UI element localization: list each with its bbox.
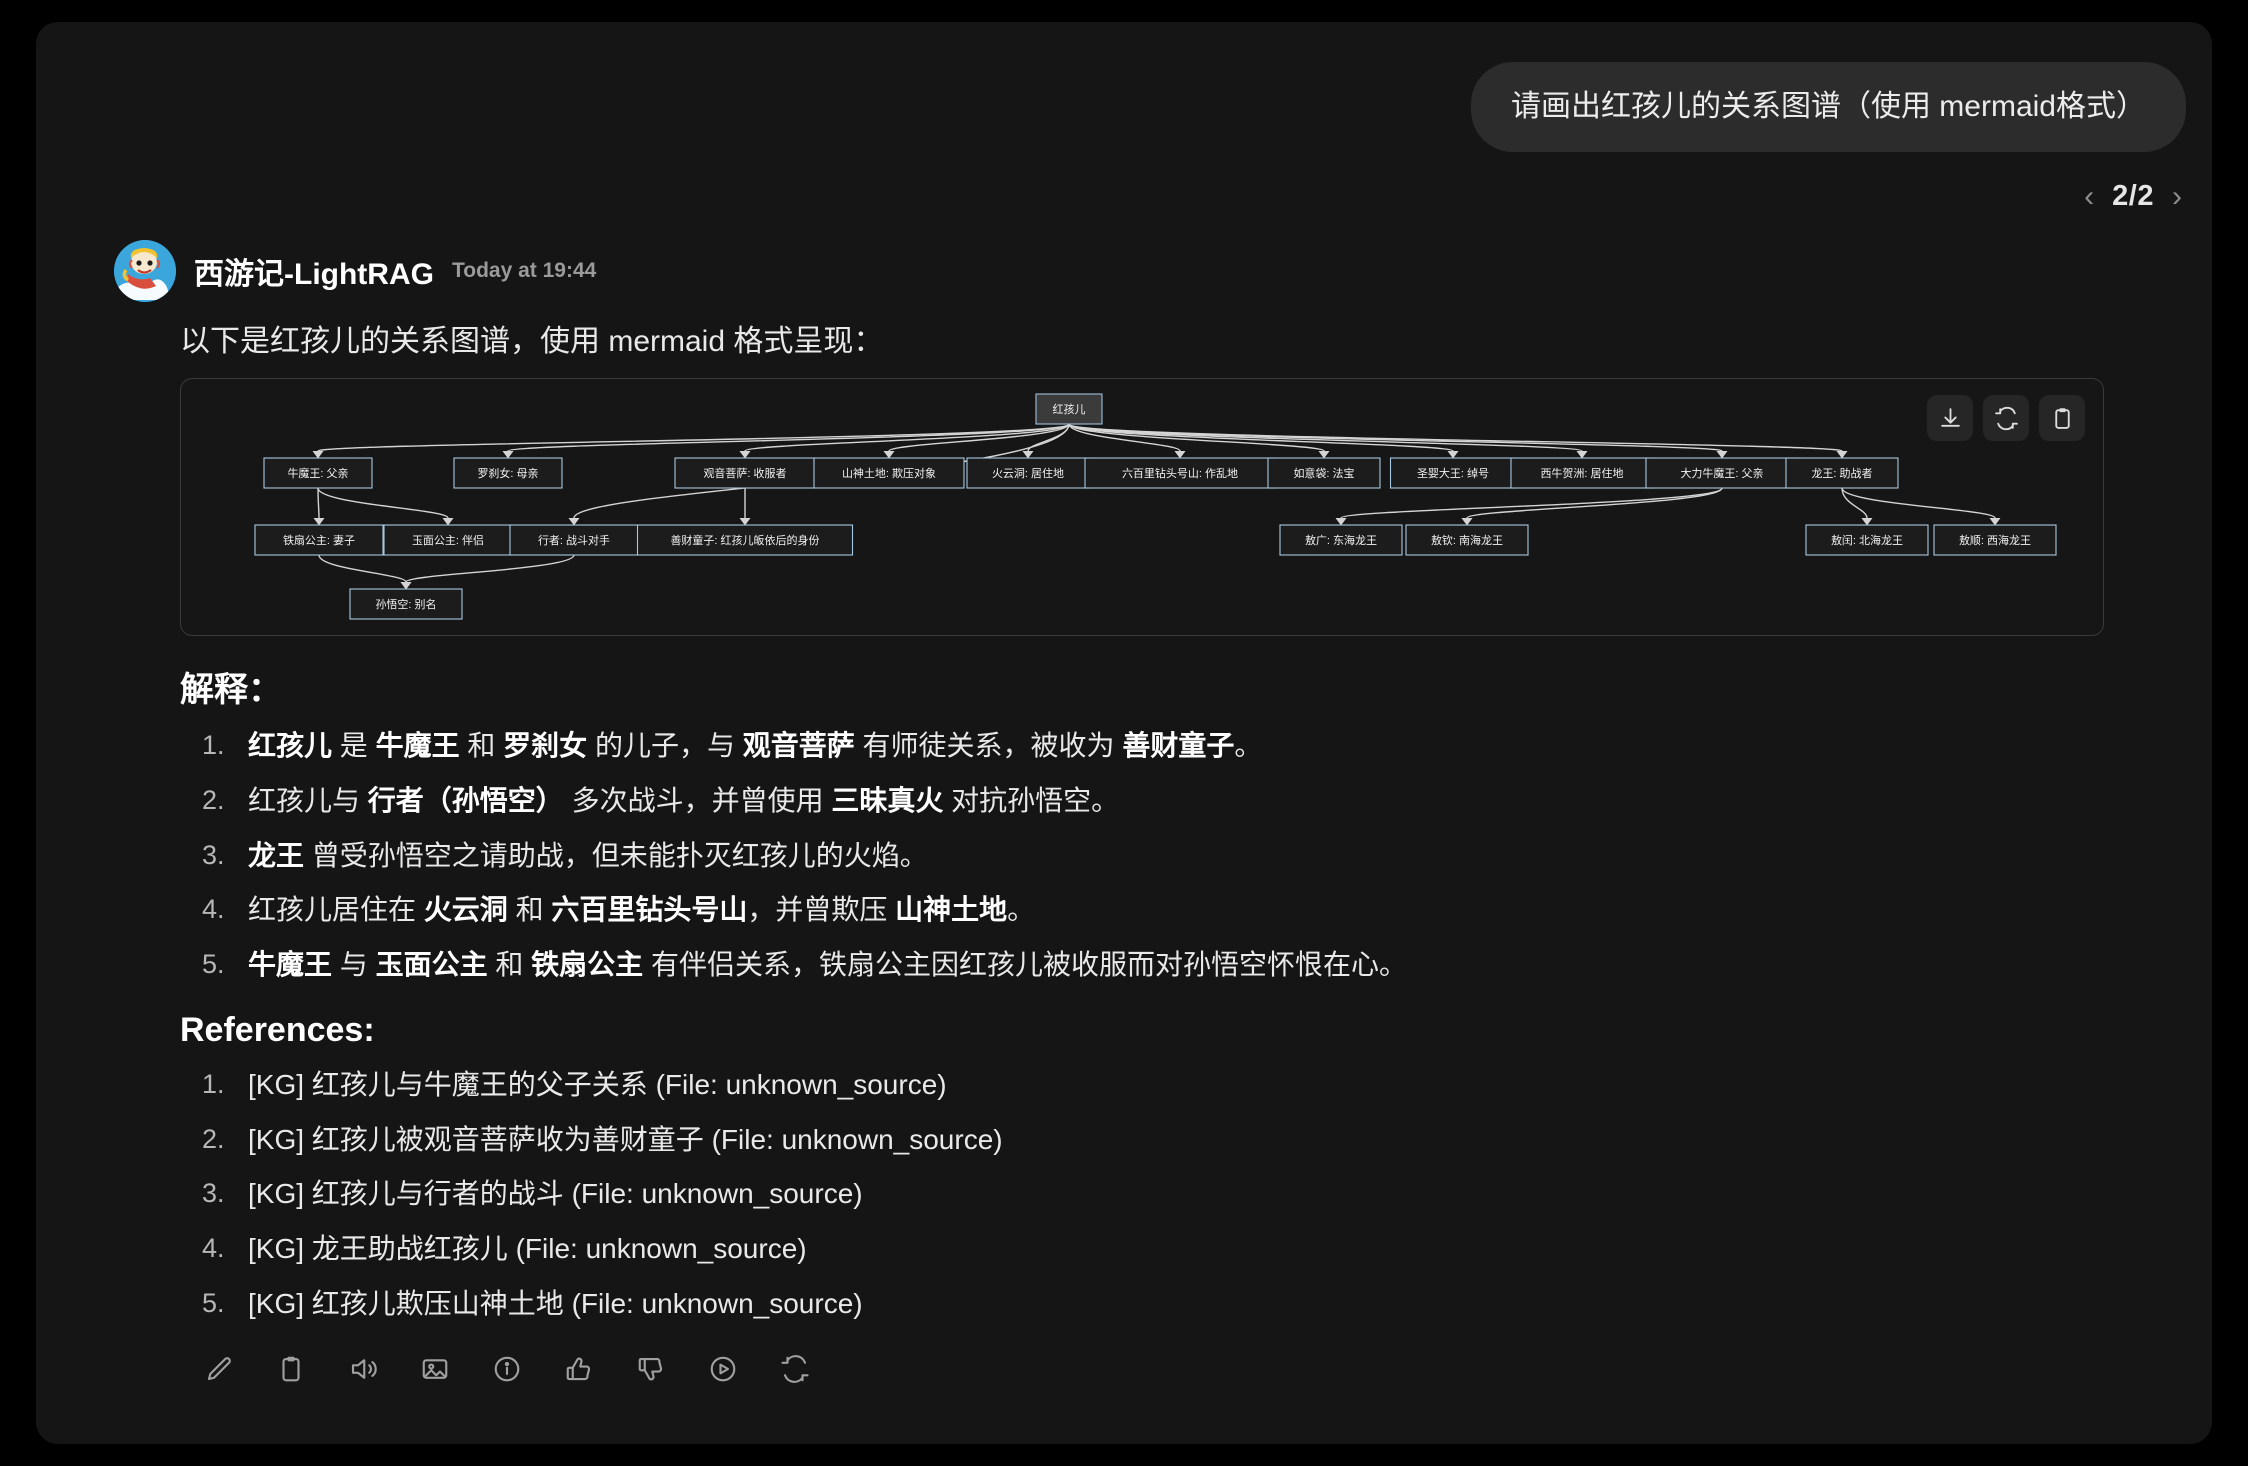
- graph-node[interactable]: 敖顺: 西海龙王: [1933, 524, 2057, 556]
- svg-text:火云洞: 居住地: 火云洞: 居住地: [992, 466, 1064, 480]
- list-item: 红孩儿 是 牛魔王 和 罗刹女 的儿子，与 观音菩萨 有师徒关系，被收为 善财童…: [202, 726, 1263, 764]
- svg-text:大力牛魔王: 父亲: 大力牛魔王: 父亲: [1680, 466, 1763, 480]
- svg-text:敖钦: 南海龙王: 敖钦: 南海龙王: [1431, 533, 1503, 547]
- chat-window: 请画出红孩儿的关系图谱（使用 mermaid格式） ‹ 2/2 ›: [36, 22, 2212, 1444]
- graph-node[interactable]: 行者: 战斗对手: [509, 524, 639, 556]
- svg-text:敖闰: 北海龙王: 敖闰: 北海龙王: [1831, 533, 1903, 547]
- diagram-toolbar: [1927, 395, 2085, 441]
- explanation-heading: 解释：: [180, 671, 282, 709]
- svg-text:罗刹女: 母亲: 罗刹女: 母亲: [477, 466, 538, 480]
- clipboard-icon[interactable]: [274, 1352, 308, 1386]
- list-item: 红孩儿与 行者（孙悟空） 多次战斗，并曾使用 三昧真火 对抗孙悟空。: [202, 781, 1120, 819]
- sender-name: 西游记-LightRAG: [194, 258, 434, 291]
- graph-node[interactable]: 孙悟空: 别名: [349, 588, 463, 620]
- graph-node[interactable]: 观音菩萨: 收服者: [674, 457, 816, 489]
- list-item: [KG] 红孩儿被观音菩萨收为善财童子 (File: unknown_sourc…: [202, 1120, 1003, 1158]
- list-item: [KG] 红孩儿与牛魔王的父子关系 (File: unknown_source): [202, 1065, 947, 1103]
- message-actions: [180, 1352, 2104, 1386]
- user-message-bubble: 请画出红孩儿的关系图谱（使用 mermaid格式）: [1470, 62, 2186, 152]
- pencil-icon[interactable]: [202, 1352, 236, 1386]
- list-item: 龙王 曾受孙悟空之请助战，但未能扑灭红孩儿的火焰。: [202, 836, 928, 874]
- speaker-icon[interactable]: [346, 1352, 380, 1386]
- graph-node[interactable]: 六百里钻头号山: 作乱地: [1084, 457, 1276, 489]
- message-timestamp: Today at 19:44: [451, 259, 597, 282]
- message-header: 西游记-LightRAG Today at 19:44: [36, 240, 2212, 302]
- graph-node[interactable]: 西牛贺洲: 居住地: [1510, 457, 1654, 489]
- graph-node[interactable]: 敖钦: 南海龙王: [1405, 524, 1529, 556]
- explanation-list: 红孩儿 是 牛魔王 和 罗刹女 的儿子，与 观音菩萨 有师徒关系，被收为 善财童…: [180, 726, 2104, 985]
- svg-text:牛魔王: 父亲: 牛魔王: 父亲: [287, 466, 348, 480]
- svg-text:山神土地: 欺压对象: 山神土地: 欺压对象: [842, 466, 936, 480]
- graph-node[interactable]: 圣婴大王: 绰号: [1389, 457, 1517, 489]
- avatar: [114, 240, 176, 302]
- refresh-icon[interactable]: [778, 1352, 812, 1386]
- graph-node[interactable]: 红孩儿: [1035, 393, 1103, 425]
- graph-node[interactable]: 如意袋: 法宝: [1267, 457, 1381, 489]
- svg-text:铁扇公主: 妻子: 铁扇公主: 妻子: [283, 533, 355, 547]
- list-item: [KG] 龙王助战红孩儿 (File: unknown_source): [202, 1229, 807, 1267]
- list-item: [KG] 红孩儿与行者的战斗 (File: unknown_source): [202, 1174, 863, 1212]
- assistant-message: 西游记-LightRAG Today at 19:44 以下是红孩儿的关系图谱，…: [36, 240, 2212, 1386]
- graph-node[interactable]: 火云洞: 居住地: [966, 457, 1090, 489]
- pagination-count: 2/2: [2112, 180, 2154, 212]
- svg-text:如意袋: 法宝: 如意袋: 法宝: [1293, 466, 1354, 480]
- svg-text:观音菩萨: 收服者: 观音菩萨: 收服者: [703, 466, 786, 480]
- play-icon[interactable]: [706, 1352, 740, 1386]
- svg-text:行者: 战斗对手: 行者: 战斗对手: [538, 533, 610, 547]
- references-heading: References:: [180, 1010, 375, 1049]
- svg-text:圣婴大王: 绰号: 圣婴大王: 绰号: [1417, 466, 1489, 480]
- svg-text:敖广: 东海龙王: 敖广: 东海龙王: [1305, 533, 1377, 547]
- user-message-row: 请画出红孩儿的关系图谱（使用 mermaid格式）: [1470, 62, 2186, 152]
- message-body: 以下是红孩儿的关系图谱，使用 mermaid 格式呈现： 红孩儿牛魔王: 父亲 罗…: [36, 316, 2212, 1386]
- info-icon[interactable]: [490, 1352, 524, 1386]
- message-pagination: ‹ 2/2 ›: [2084, 180, 2182, 213]
- thumbs-down-icon[interactable]: [634, 1352, 668, 1386]
- chevron-right-icon[interactable]: ›: [2172, 179, 2182, 213]
- intro-text: 以下是红孩儿的关系图谱，使用 mermaid 格式呈现：: [180, 325, 884, 358]
- graph-node[interactable]: 牛魔王: 父亲: [263, 457, 373, 489]
- chevron-left-icon[interactable]: ‹: [2084, 179, 2095, 213]
- clipboard-button[interactable]: [2039, 395, 2085, 441]
- graph-node[interactable]: 善财童子: 红孩儿皈依后的身份: [636, 524, 854, 556]
- list-item: 红孩儿居住在 火云洞 和 六百里钻头号山，并曾欺压 山神土地。: [202, 890, 1036, 928]
- svg-text:西牛贺洲: 居住地: 西牛贺洲: 居住地: [1540, 466, 1623, 480]
- svg-text:龙王: 助战者: 龙王: 助战者: [1811, 466, 1872, 480]
- graph-node[interactable]: 敖广: 东海龙王: [1279, 524, 1403, 556]
- svg-text:红孩儿: 红孩儿: [1053, 403, 1086, 416]
- graph-node[interactable]: 山神土地: 欺压对象: [813, 457, 965, 489]
- thumbs-up-icon[interactable]: [562, 1352, 596, 1386]
- graph-node[interactable]: 铁扇公主: 妻子: [254, 524, 384, 556]
- list-item: 牛魔王 与 玉面公主 和 铁扇公主 有伴侣关系，铁扇公主因红孩儿被收服而对孙悟空…: [202, 945, 1407, 983]
- svg-text:善财童子: 红孩儿皈依后的身份: 善财童子: 红孩儿皈依后的身份: [670, 533, 819, 547]
- svg-text:玉面公主: 伴侣: 玉面公主: 伴侣: [412, 533, 484, 547]
- graph-node[interactable]: 龙王: 助战者: [1785, 457, 1899, 489]
- image-icon[interactable]: [418, 1352, 452, 1386]
- graph-node[interactable]: 罗刹女: 母亲: [453, 457, 563, 489]
- references-list: [KG] 红孩儿与牛魔王的父子关系 (File: unknown_source)…: [180, 1065, 2104, 1324]
- svg-text:孙悟空: 别名: 孙悟空: 别名: [375, 597, 436, 611]
- svg-text:敖顺: 西海龙王: 敖顺: 西海龙王: [1959, 533, 2031, 547]
- graph-node[interactable]: 大力牛魔王: 父亲: [1645, 457, 1799, 489]
- download-button[interactable]: [1927, 395, 1973, 441]
- mermaid-diagram-panel: 红孩儿牛魔王: 父亲 罗刹女: 母亲 观音菩萨: 收服者 山神土地: 欺压对象 火云洞:…: [180, 378, 2104, 636]
- list-item: [KG] 红孩儿欺压山神土地 (File: unknown_source): [202, 1284, 863, 1322]
- graph-node[interactable]: 玉面公主: 伴侣: [383, 524, 513, 556]
- refresh-button[interactable]: [1983, 395, 2029, 441]
- svg-text:六百里钻头号山: 作乱地: 六百里钻头号山: 作乱地: [1122, 466, 1238, 480]
- graph-node[interactable]: 敖闰: 北海龙王: [1805, 524, 1929, 556]
